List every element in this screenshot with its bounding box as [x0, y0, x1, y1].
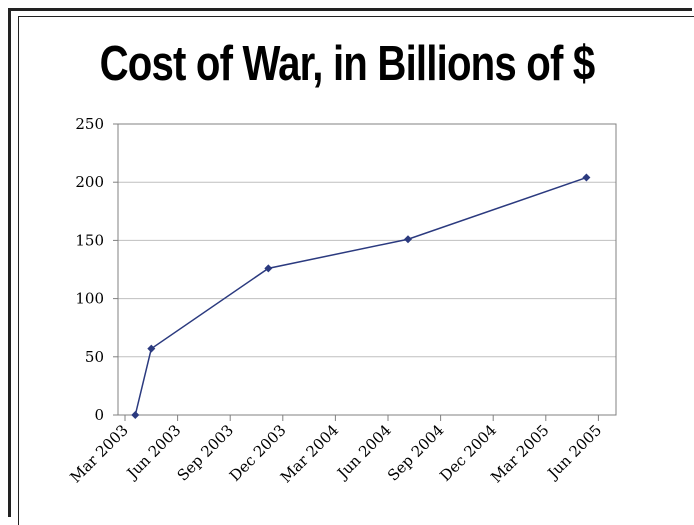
data-point-marker	[131, 411, 140, 419]
data-point-marker	[404, 235, 413, 244]
data-point-marker	[264, 264, 273, 273]
y-tick-label: 0	[94, 406, 104, 424]
gridlines	[118, 123, 616, 358]
y-tick-label: 250	[75, 115, 104, 133]
x-tick-label: Mar 2003	[66, 421, 131, 486]
data-point-marker	[147, 344, 156, 353]
y-tick-label: 100	[75, 290, 104, 308]
y-axis-ticks: 0 50 100 150 200 250	[75, 115, 104, 424]
data-point-marker	[582, 173, 591, 182]
y-tick-label: 50	[85, 348, 104, 366]
y-tick-label: 150	[75, 231, 104, 249]
plot-area-border	[117, 123, 617, 416]
series-layer	[131, 173, 591, 419]
x-tick-label: Jun 2005	[543, 421, 605, 483]
y-tick-label: 200	[75, 173, 104, 191]
series-line	[134, 176, 587, 416]
slide-frame-outer	[8, 8, 692, 517]
chart-title: Cost of War, in Billions of $	[99, 37, 596, 91]
axes	[113, 123, 617, 421]
slide-frame-inner	[18, 16, 694, 525]
